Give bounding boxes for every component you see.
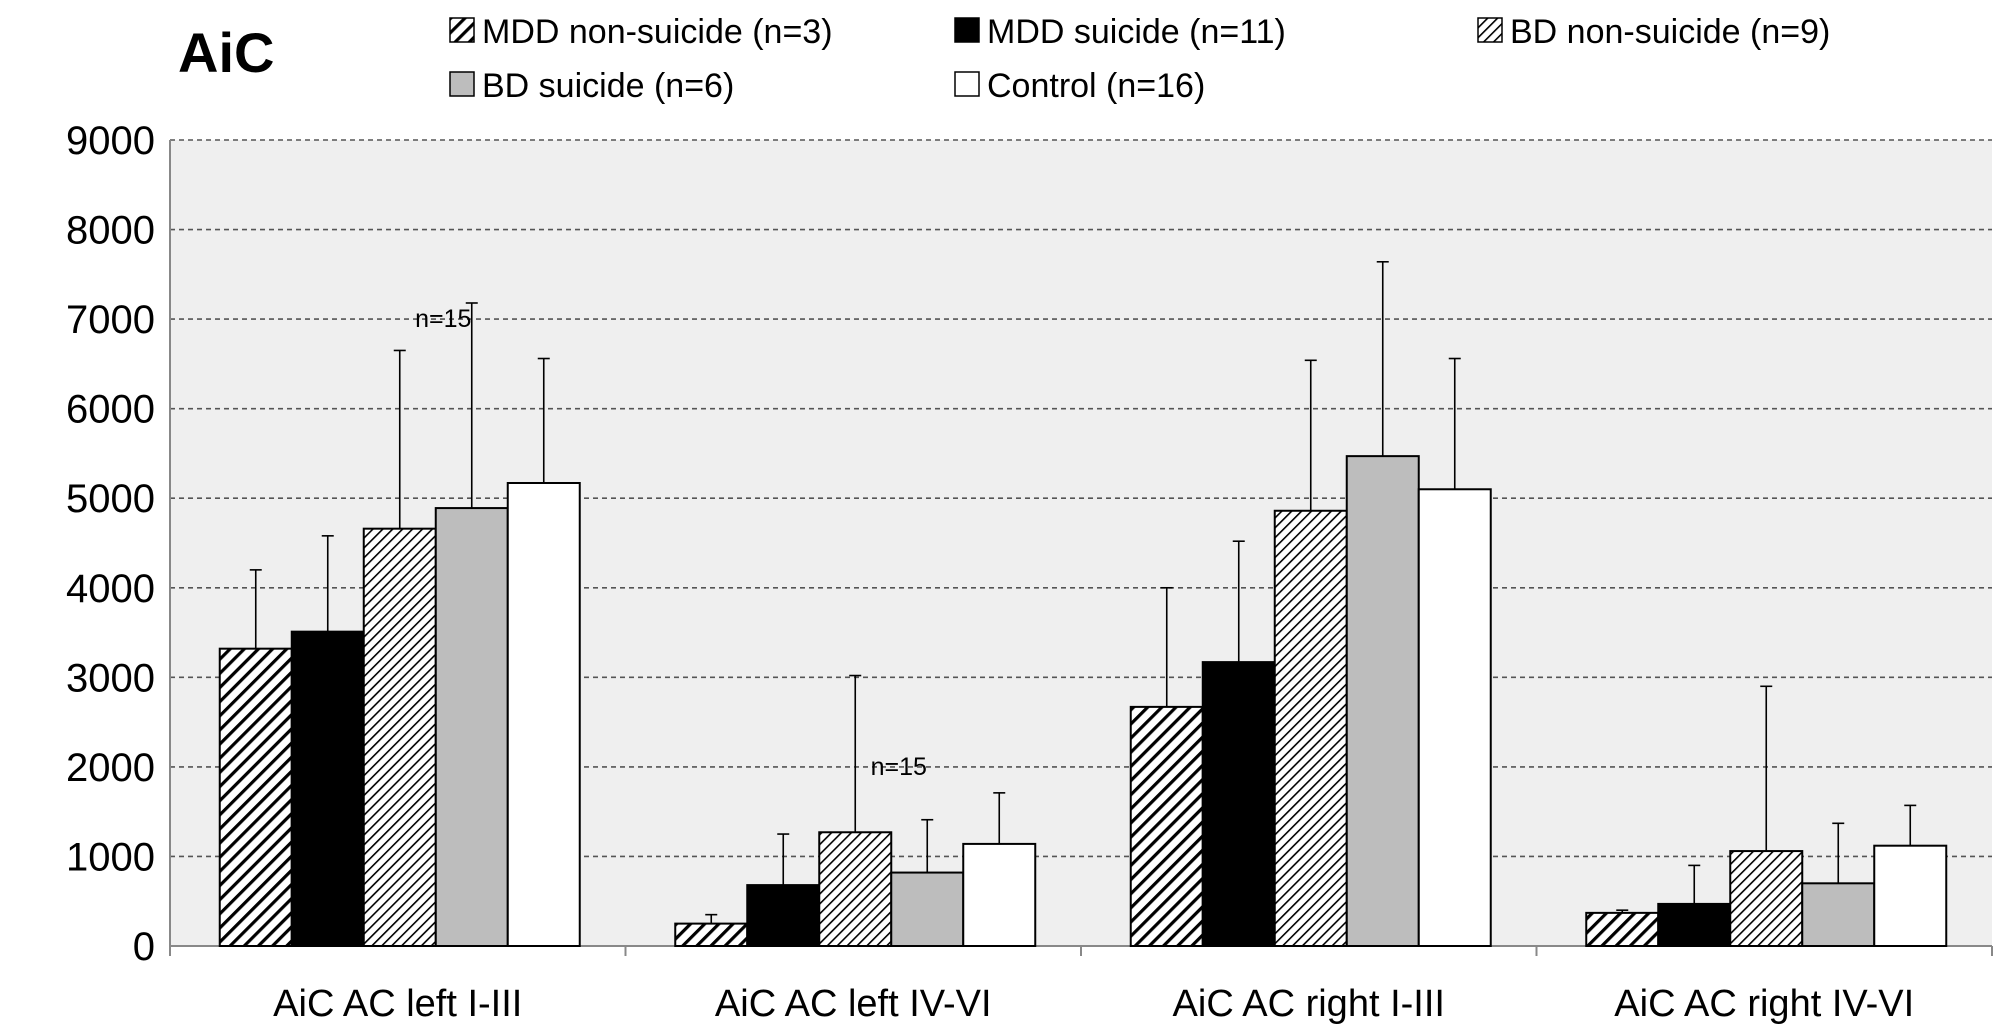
bar bbox=[1873, 844, 1948, 947]
bar bbox=[506, 481, 581, 947]
legend-label: BD suicide (n=6) bbox=[482, 67, 734, 105]
legend-swatch bbox=[954, 71, 980, 97]
y-tick-label: 4000 bbox=[66, 567, 155, 611]
legend-label: BD non-suicide (n=9) bbox=[1510, 13, 1830, 51]
labels: 0 1000 2000 3000 4000 5000 6000 7000 8000 9000 AiC… bbox=[66, 119, 1914, 1025]
bar bbox=[434, 507, 509, 947]
legend-label: MDD suicide (n=11) bbox=[987, 13, 1286, 51]
y-tick-label: 5000 bbox=[66, 477, 155, 521]
bar bbox=[362, 527, 437, 947]
bar bbox=[1273, 509, 1348, 947]
bar bbox=[1201, 661, 1276, 947]
annotation: n=15 bbox=[871, 753, 927, 781]
y-tick-label: 1000 bbox=[66, 835, 155, 879]
y-tick-label: 2000 bbox=[66, 746, 155, 790]
error-bars bbox=[249, 260, 1917, 924]
bar bbox=[746, 884, 821, 948]
bar bbox=[1417, 488, 1492, 947]
bar bbox=[1129, 705, 1204, 947]
legend-label: Control (n=16) bbox=[987, 67, 1205, 105]
bar bbox=[218, 647, 293, 947]
y-tick-label: 9000 bbox=[66, 119, 155, 163]
chart-title: AiC bbox=[178, 21, 274, 84]
x-tick-label: AiC AC left I-III bbox=[273, 983, 522, 1025]
bar bbox=[1801, 882, 1876, 947]
bar bbox=[1729, 850, 1804, 947]
y-tick-label: 8000 bbox=[66, 209, 155, 253]
y-tick-label: 0 bbox=[133, 925, 155, 969]
bar bbox=[818, 831, 893, 948]
legend-swatch bbox=[449, 17, 475, 43]
legend-swatch bbox=[954, 17, 980, 43]
bars bbox=[218, 455, 1948, 948]
y-tick-label: 3000 bbox=[66, 656, 155, 700]
x-tick-label: AiC AC right I-III bbox=[1173, 983, 1445, 1025]
legend-label: MDD non-suicide (n=3) bbox=[482, 13, 833, 51]
legend-swatch bbox=[449, 71, 475, 97]
x-tick-label: AiC AC left IV-VI bbox=[715, 983, 992, 1025]
y-tick-label: 6000 bbox=[66, 388, 155, 432]
bar bbox=[890, 871, 965, 948]
bar bbox=[1657, 902, 1732, 947]
y-tick-label: 7000 bbox=[66, 298, 155, 342]
bar bbox=[1585, 911, 1660, 947]
legend-swatch bbox=[1477, 17, 1503, 43]
bar bbox=[290, 630, 365, 947]
annotation: n=15 bbox=[415, 305, 471, 333]
gridlines bbox=[170, 139, 1992, 858]
bar bbox=[1345, 455, 1420, 947]
legend: MDD non-suicide (n=3) MDD suicide (n=11) B… bbox=[449, 13, 1830, 105]
bar bbox=[674, 922, 749, 947]
bar bbox=[962, 842, 1037, 948]
x-tick-label: AiC AC right IV-VI bbox=[1614, 983, 1914, 1025]
